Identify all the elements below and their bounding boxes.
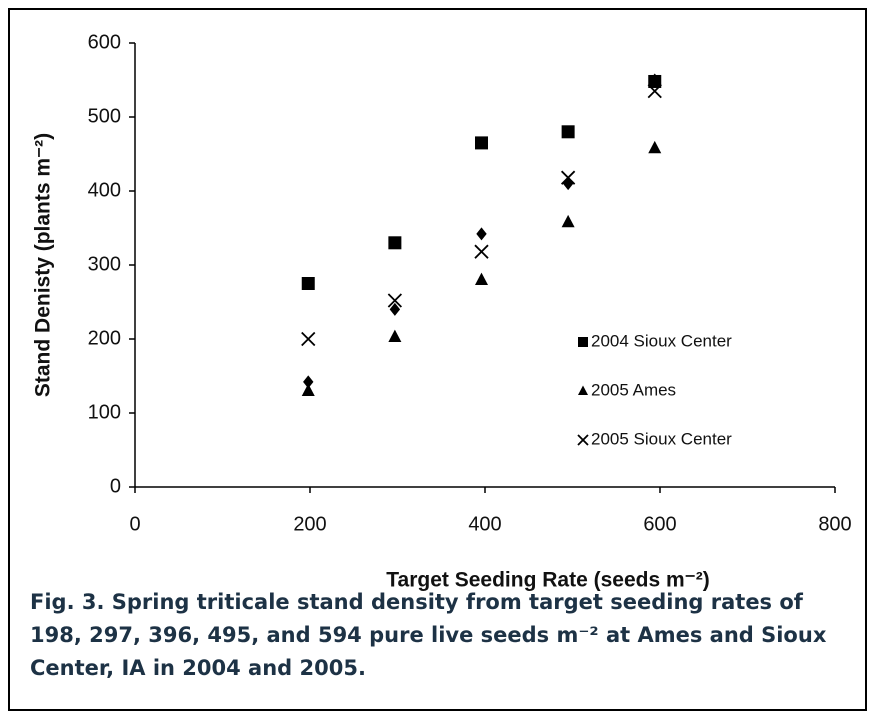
point	[388, 236, 402, 250]
point	[562, 177, 574, 191]
x-tick-label: 600	[643, 513, 676, 535]
point	[561, 214, 575, 228]
point	[301, 277, 315, 290]
point	[388, 329, 402, 342]
legend-marker	[578, 337, 588, 347]
point	[475, 272, 488, 285]
x-tick-label: 0	[129, 513, 140, 535]
y-tick-label: 300	[88, 253, 121, 275]
x-tick-label: 800	[818, 513, 851, 535]
y-tick-label: 100	[88, 401, 121, 423]
point	[474, 244, 489, 259]
legend-marker	[578, 385, 588, 395]
point	[301, 383, 315, 396]
point	[649, 73, 660, 87]
legend-label: 2005 Sioux Center	[591, 429, 732, 448]
point	[475, 136, 488, 150]
y-axis-label: Stand Denisty (plants m⁻²)	[32, 133, 55, 397]
point	[303, 375, 314, 389]
y-tick-label: 400	[88, 179, 121, 201]
point	[647, 83, 662, 99]
legend-label: 2005 Ames	[591, 380, 676, 399]
point	[648, 140, 662, 154]
point	[387, 293, 403, 308]
point	[389, 302, 401, 316]
point	[561, 125, 575, 139]
x-axis-label: Target Seeding Rate (seeds m⁻²)	[386, 569, 709, 592]
legend-marker	[577, 434, 589, 446]
y-tick-label: 200	[88, 327, 121, 349]
caption: Fig. 3. Spring triticale stand density f…	[30, 590, 827, 680]
y-tick-label: 0	[110, 475, 121, 497]
y-tick-label: 600	[88, 31, 121, 53]
point	[476, 227, 487, 241]
x-tick-label: 200	[293, 513, 326, 535]
y-tick-label: 500	[88, 105, 121, 127]
x-tick-label: 400	[468, 513, 501, 535]
frame	[8, 8, 867, 711]
point	[301, 331, 316, 347]
legend-label: 2004 Sioux Center	[591, 331, 732, 350]
